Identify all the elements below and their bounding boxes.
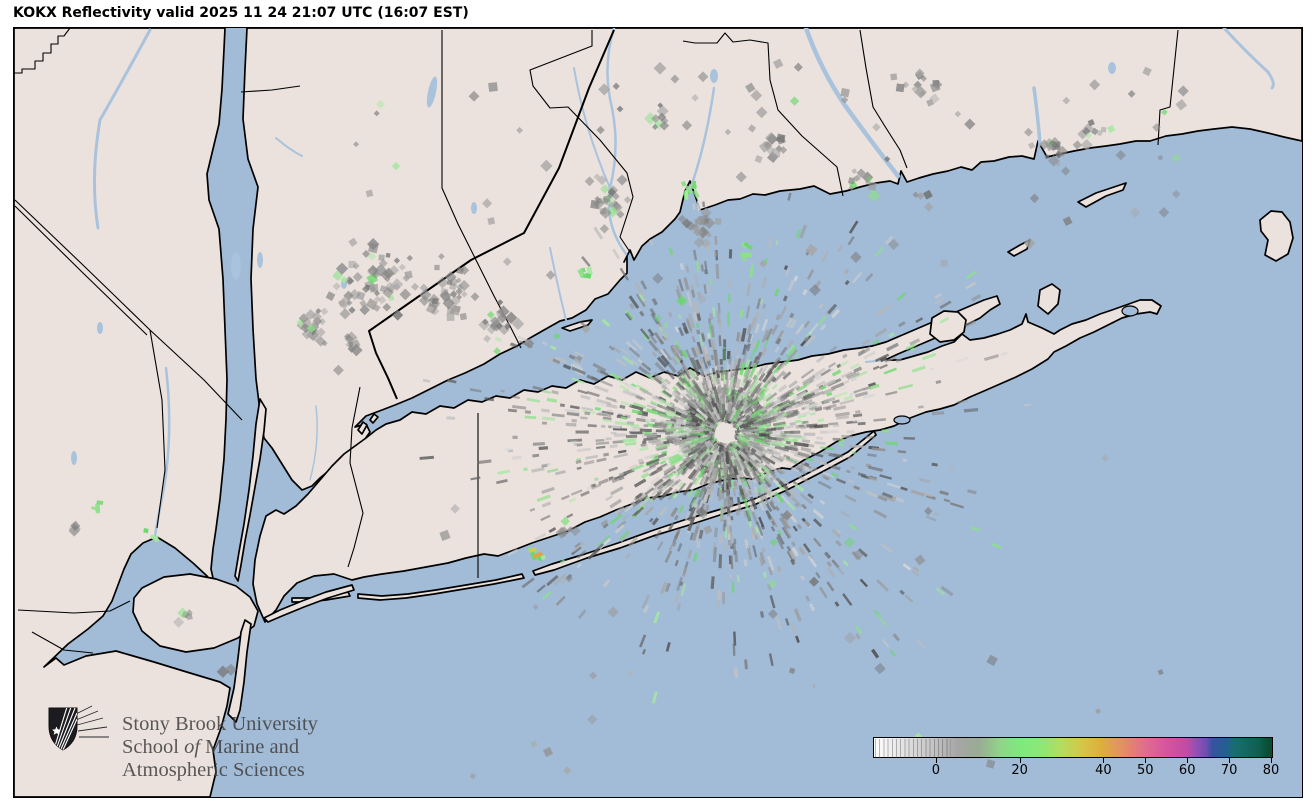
colorbar-tick bbox=[935, 758, 937, 763]
colorbar-gradient bbox=[873, 737, 1273, 758]
colorbar-tick-label: 70 bbox=[1220, 763, 1238, 778]
colorbar-tick bbox=[1019, 758, 1021, 763]
colorbar-step-lines bbox=[875, 739, 951, 758]
colorbar-tick-label: 20 bbox=[1011, 763, 1028, 778]
lakes-layer bbox=[71, 62, 1116, 465]
colorbar-tick-label: 40 bbox=[1095, 763, 1112, 778]
shield-star bbox=[52, 726, 61, 735]
stony-brook-logo: Stony Brook University School of Marine … bbox=[46, 705, 318, 782]
logo-text: Stony Brook University School of Marine … bbox=[122, 713, 318, 782]
logo-line-2: School of Marine and bbox=[122, 736, 300, 758]
rivers-layer bbox=[92, 28, 1275, 538]
radar-map bbox=[13, 27, 1303, 798]
colorbar-tick bbox=[1271, 758, 1272, 763]
boundaries-layer bbox=[14, 28, 1179, 654]
reflectivity-colorbar: 0 20 40 50 60 70 80 bbox=[873, 737, 1279, 781]
colorbar-tick bbox=[1103, 758, 1105, 763]
coastal-ponds bbox=[893, 305, 1139, 425]
colorbar-tick-label: 0 bbox=[931, 763, 940, 778]
colorbar-tick bbox=[1187, 758, 1189, 763]
colorbar-tick-label: 50 bbox=[1137, 763, 1154, 778]
radar-site-hole bbox=[715, 423, 735, 443]
map-title: KOKX Reflectivity valid 2025 11 24 21:07… bbox=[13, 5, 469, 21]
basemap-svg bbox=[14, 28, 1302, 797]
colorbar-tick bbox=[1145, 758, 1147, 763]
colorbar-tick-label: 60 bbox=[1178, 763, 1196, 778]
radar-echo-layer bbox=[68, 58, 1189, 780]
sbu-shield-icon bbox=[48, 705, 109, 751]
logo-line-3: Atmospheric Sciences bbox=[122, 759, 305, 781]
colorbar-tick-label: 80 bbox=[1262, 763, 1280, 778]
logo-line-1: Stony Brook University bbox=[122, 713, 318, 735]
colorbar-tick bbox=[1229, 758, 1231, 763]
